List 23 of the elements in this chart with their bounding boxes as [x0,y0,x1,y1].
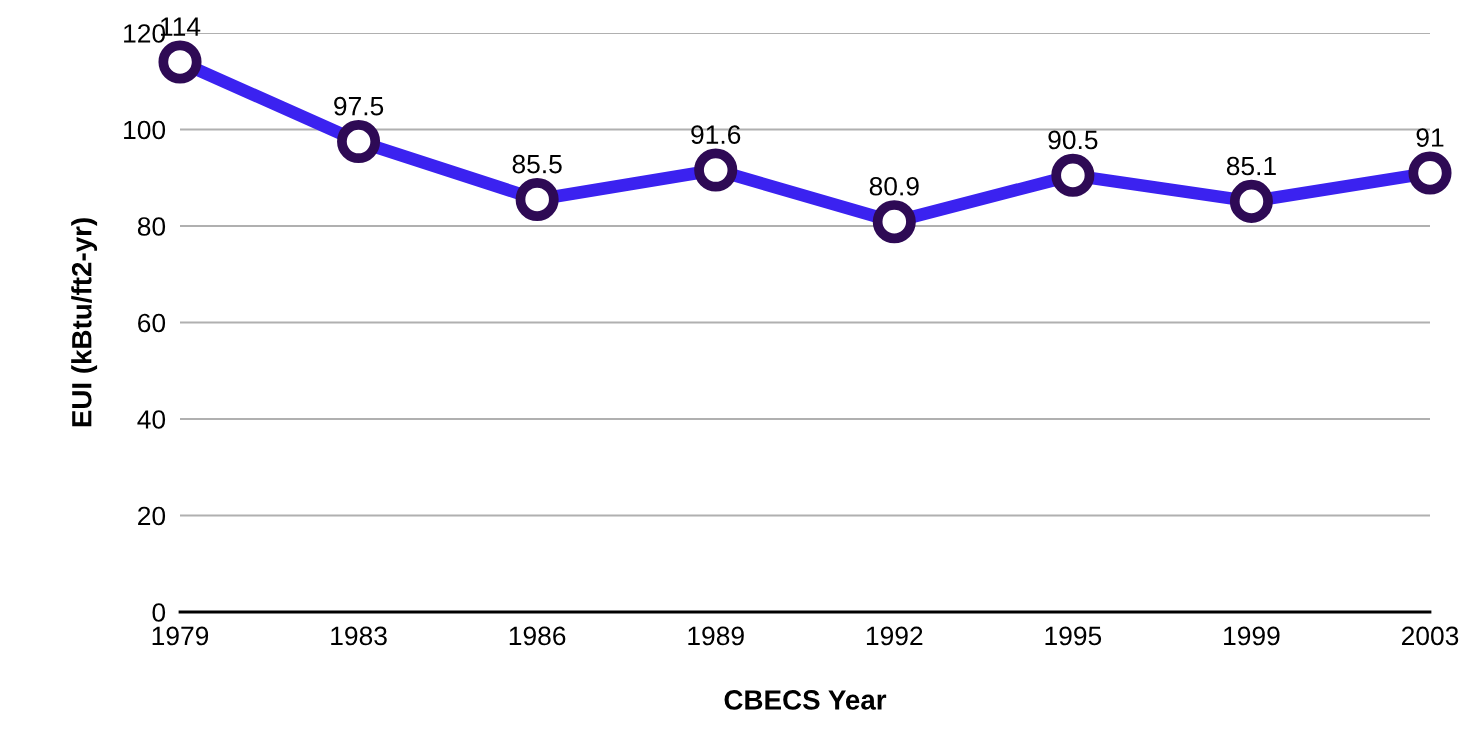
x-tick-label: 1979 [152,626,209,646]
x-tick-label: 1989 [688,626,744,646]
x-tick-label: 1995 [1045,626,1102,646]
y-tick-label: 0 [152,603,166,622]
x-tick-label: 1983 [331,626,387,646]
data-label: 85.1 [1226,156,1276,176]
data-label: 91.6 [691,125,741,144]
data-label: 85.5 [512,154,562,174]
data-label: 80.9 [869,176,919,196]
data-label: 97.5 [334,96,384,116]
y-axis-title: EUI (kBtu/ft2-yr) [71,218,98,427]
y-tick-label: 80 [137,217,166,236]
x-axis-title: CBECS Year [724,690,887,710]
data-label: 91 [1416,128,1444,147]
x-tick-label: 1986 [509,626,566,646]
y-tick-label: 40 [137,410,166,429]
x-tick-label: 2003 [1401,626,1459,646]
y-tick-label: 20 [138,506,166,526]
x-tick-label: 1999 [1224,626,1280,646]
y-tick-label: 100 [124,120,166,140]
y-tick-label: 60 [138,313,166,333]
x-tick-label: 1992 [866,626,923,646]
data-label: 90.5 [1048,130,1098,150]
